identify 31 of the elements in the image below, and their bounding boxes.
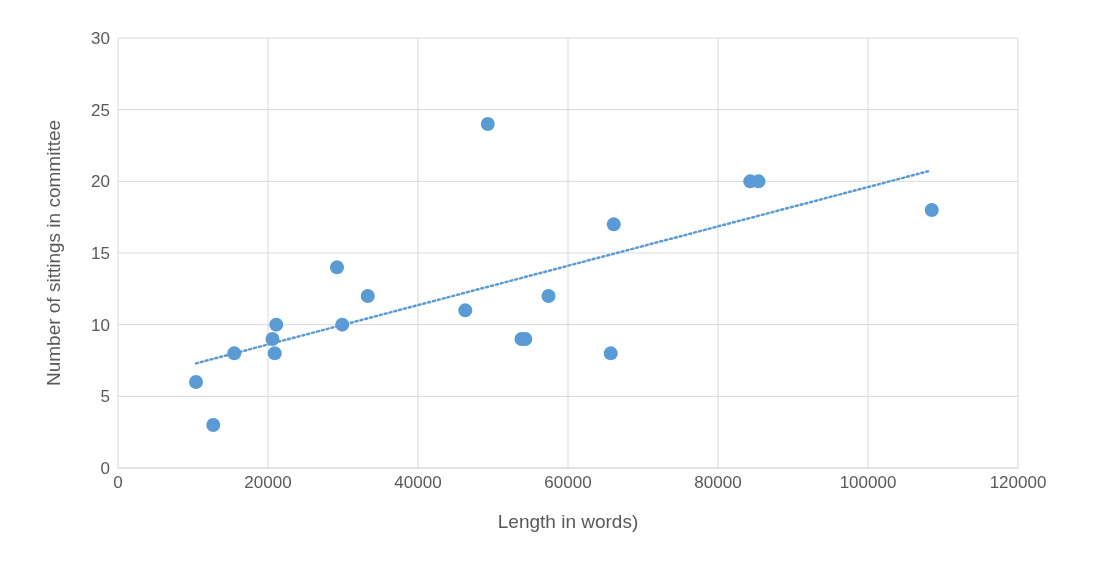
x-axis-title: Length in words) <box>497 511 639 532</box>
point <box>606 217 621 232</box>
x-tick-label: 40000 <box>394 473 442 493</box>
point <box>206 418 221 432</box>
y-tick-label: 15 <box>91 244 110 264</box>
point <box>603 346 618 361</box>
y-tick-label: 25 <box>91 100 110 120</box>
x-tick-label: 100000 <box>839 473 897 493</box>
point <box>924 203 939 217</box>
point <box>189 375 203 389</box>
x-tick-label: 0 <box>113 473 123 493</box>
point <box>360 289 375 303</box>
x-tick-label: 20000 <box>244 473 292 493</box>
x-tick-label: 80000 <box>694 473 742 493</box>
x-tick-label: 120000 <box>989 473 1047 493</box>
x-tick-label: 60000 <box>544 473 592 493</box>
point <box>541 289 556 303</box>
y-tick-label: 10 <box>91 315 110 335</box>
y-tick-label: 30 <box>91 29 110 49</box>
point <box>227 346 242 361</box>
y-axis-title: Number of sittings in committee <box>42 119 64 387</box>
point <box>269 317 284 332</box>
y-tick-label: 20 <box>91 172 110 192</box>
point <box>330 260 344 275</box>
point <box>480 117 495 131</box>
point <box>265 332 280 346</box>
point <box>267 346 282 361</box>
point <box>458 303 473 318</box>
y-tick-label: 0 <box>100 459 110 479</box>
point <box>335 317 350 332</box>
y-tick-label: 5 <box>100 387 110 407</box>
